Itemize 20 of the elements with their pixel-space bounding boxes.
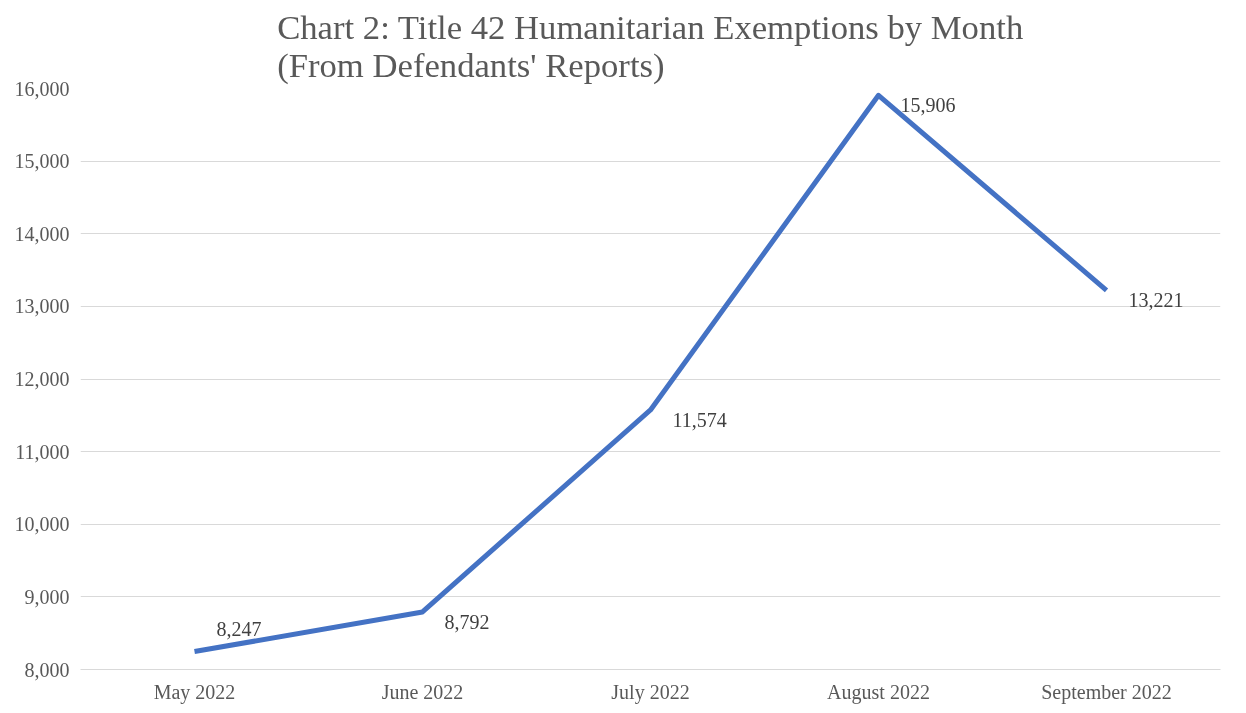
x-tick-label: August 2022 — [827, 680, 930, 704]
data-label: 15,906 — [900, 94, 956, 117]
y-tick-label: 8,000 — [24, 658, 70, 681]
data-label: 13,221 — [1128, 289, 1184, 312]
x-tick-label: July 2022 — [611, 680, 690, 704]
y-tick-label: 9,000 — [24, 585, 70, 608]
y-tick-label: 16,000 — [14, 77, 70, 100]
data-label: 8,792 — [444, 610, 490, 633]
y-tick-label: 12,000 — [14, 368, 70, 390]
data-label: 8,247 — [216, 617, 262, 640]
x-tick-label: September 2022 — [1041, 680, 1172, 704]
y-tick-label: 11,000 — [15, 440, 70, 463]
y-tick-label: 14,000 — [14, 222, 70, 245]
y-tick-label: 10,000 — [14, 513, 70, 536]
chart-title: Chart 2: Title 42 Humanitarian Exemptions by Month (From Defendants' Reports) — [277, 7, 1024, 85]
y-tick-label: 15,000 — [14, 150, 70, 173]
x-tick-label: May 2022 — [153, 680, 236, 704]
data-label: 11,574 — [672, 408, 727, 431]
y-tick-label: 13,000 — [14, 295, 70, 318]
x-tick-label: June 2022 — [381, 680, 464, 703]
